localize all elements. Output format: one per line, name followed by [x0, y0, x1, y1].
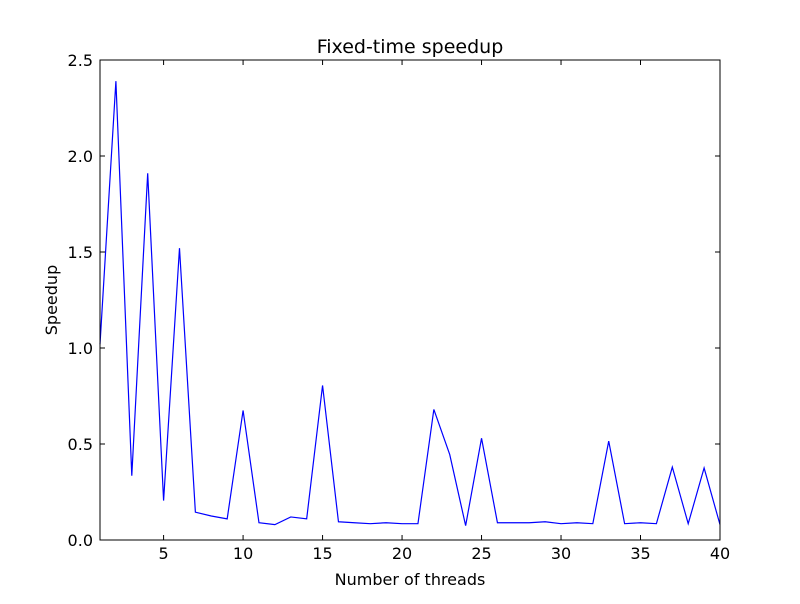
series-layer — [99, 81, 721, 526]
x-tick-label: 30 — [551, 544, 571, 563]
x-tick-label: 35 — [630, 544, 650, 563]
y-tick-label: 2.5 — [68, 51, 93, 70]
x-tick-label: 20 — [392, 544, 412, 563]
y-tick-label: 1.0 — [68, 339, 93, 358]
axes-frame — [99, 59, 721, 541]
y-tick-label: 0.5 — [68, 435, 93, 454]
y-tick-label: 0.0 — [68, 531, 93, 550]
x-tick-label: 10 — [233, 544, 253, 563]
x-tick-label: 15 — [312, 544, 332, 563]
x-axis-label: Number of threads — [335, 570, 486, 589]
series-line-0 — [99, 81, 721, 526]
plot-area — [100, 60, 720, 540]
y-tick-label: 1.5 — [68, 243, 93, 262]
x-tick-label: 25 — [471, 544, 491, 563]
x-tick-label: 5 — [158, 544, 168, 563]
y-tick-label: 2.0 — [68, 147, 93, 166]
x-tick-label: 40 — [710, 544, 730, 563]
x-axis-ticks: 5 10 15 20 25 30 35 40 — [158, 60, 730, 563]
y-axis-label: Speedup — [42, 265, 61, 335]
chart-title: Fixed-time speedup — [317, 36, 504, 58]
y-axis-ticks: 0.0 0.5 1.0 1.5 2.0 2.5 — [68, 51, 720, 550]
